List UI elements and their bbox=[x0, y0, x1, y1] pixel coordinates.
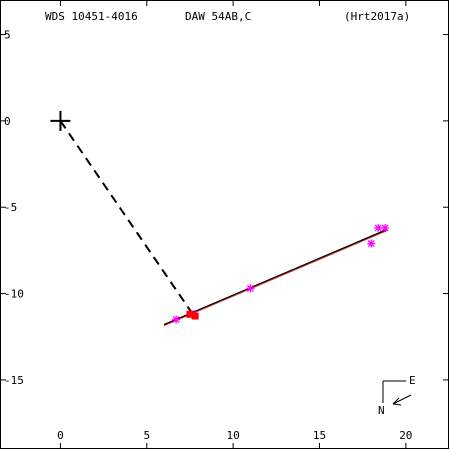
measurement-point bbox=[191, 312, 199, 320]
observation-point-stroke bbox=[246, 284, 254, 292]
y-tick-label: -10 bbox=[4, 288, 24, 301]
x-tick-label: 15 bbox=[313, 429, 326, 442]
header-wds-id: WDS 10451-4016 bbox=[45, 10, 138, 23]
compass-rose: E N bbox=[378, 374, 416, 417]
y-tick-label: 5 bbox=[4, 29, 11, 42]
x-axis-ticks: 0 5 10 15 20 bbox=[57, 0, 412, 449]
observation-point-stroke bbox=[381, 224, 389, 232]
y-tick-label: 0 bbox=[4, 115, 11, 128]
orbit-line bbox=[163, 228, 388, 326]
y-axis-ticks: 5 0 -5 -10 -15 bbox=[0, 29, 449, 387]
x-tick-label: 20 bbox=[399, 429, 412, 442]
observation-point-stroke bbox=[374, 224, 382, 232]
connector-dashed-line bbox=[59, 120, 193, 314]
observation-point bbox=[381, 223, 390, 232]
plot-lines bbox=[59, 120, 388, 327]
orbit-line-shadow bbox=[163, 230, 388, 327]
compass-arrow-shaft bbox=[392, 394, 412, 405]
x-tick-label: 10 bbox=[227, 429, 240, 442]
observation-point bbox=[374, 223, 383, 232]
observation-point-stroke bbox=[367, 240, 375, 247]
compass-arrow-head-b bbox=[392, 403, 402, 406]
compass-east-label: E bbox=[409, 374, 416, 387]
observation-point bbox=[367, 239, 376, 248]
header-discoverer: DAW 54AB,C bbox=[185, 10, 251, 23]
observation-point bbox=[172, 315, 181, 324]
x-tick-label: 0 bbox=[57, 429, 64, 442]
y-tick-label: -5 bbox=[4, 201, 17, 214]
compass-north-label: N bbox=[378, 404, 385, 417]
observation-point bbox=[246, 284, 255, 293]
header-reference: (Hrt2017a) bbox=[344, 10, 410, 23]
x-tick-label: 5 bbox=[143, 429, 150, 442]
plot-markers bbox=[50, 110, 390, 324]
compass-arrow-head-a bbox=[392, 397, 400, 405]
observation-point-stroke bbox=[172, 316, 180, 323]
y-tick-label: -15 bbox=[4, 374, 24, 387]
